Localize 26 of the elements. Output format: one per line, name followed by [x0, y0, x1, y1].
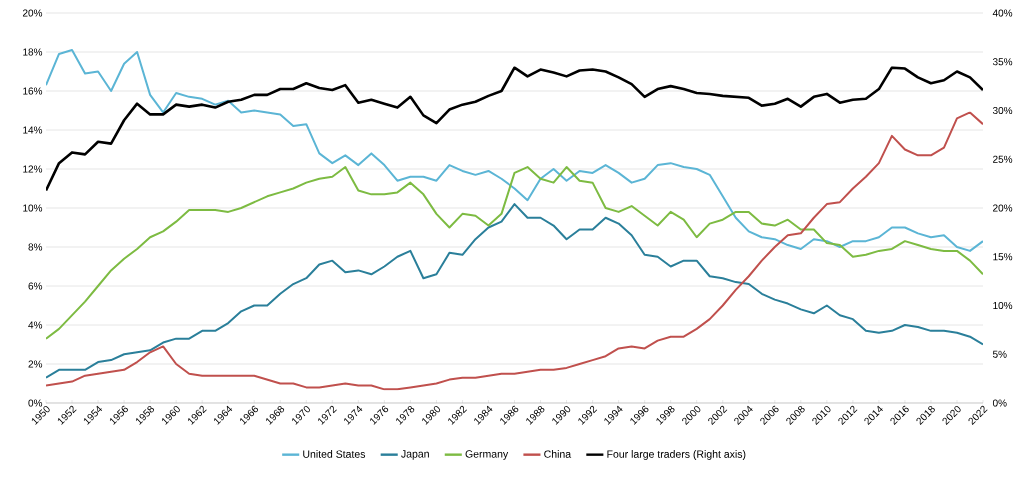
legend-label: Four large traders (Right axis)	[607, 450, 746, 460]
legend-label: Japan	[401, 450, 429, 460]
y2-tick-label: 0%	[992, 399, 1007, 407]
y2-tick-label: 20%	[993, 204, 1013, 212]
y2-tick-label: 25%	[993, 155, 1013, 163]
line-series	[46, 49, 983, 252]
y2-tick-label: 5%	[992, 350, 1007, 358]
y2-tick-label: 15%	[993, 253, 1013, 261]
y2-tick-label: 30%	[992, 106, 1013, 115]
y-tick-label: 10%	[23, 204, 43, 212]
y-tick-label: 18%	[23, 48, 43, 56]
y-tick-label: 12%	[23, 165, 43, 173]
legend-label: United States	[303, 450, 366, 458]
y-tick-label: 6%	[28, 282, 43, 290]
legend-label: China	[544, 450, 572, 458]
y-tick-label: 16%	[23, 87, 43, 95]
y-tick-label: 0%	[28, 399, 43, 407]
legend-label: Germany	[465, 450, 509, 460]
y2-tick-label: 10%	[993, 301, 1013, 310]
y2-tick-label: 35%	[992, 58, 1013, 66]
y-tick-label: 20%	[22, 9, 43, 17]
y-tick-label: 14%	[23, 126, 43, 134]
y-tick-label: 2%	[28, 360, 43, 368]
y-tick-label: 4%	[28, 321, 43, 329]
y2-tick-label: 40%	[992, 9, 1013, 17]
y-tick-label: 8%	[28, 243, 43, 251]
